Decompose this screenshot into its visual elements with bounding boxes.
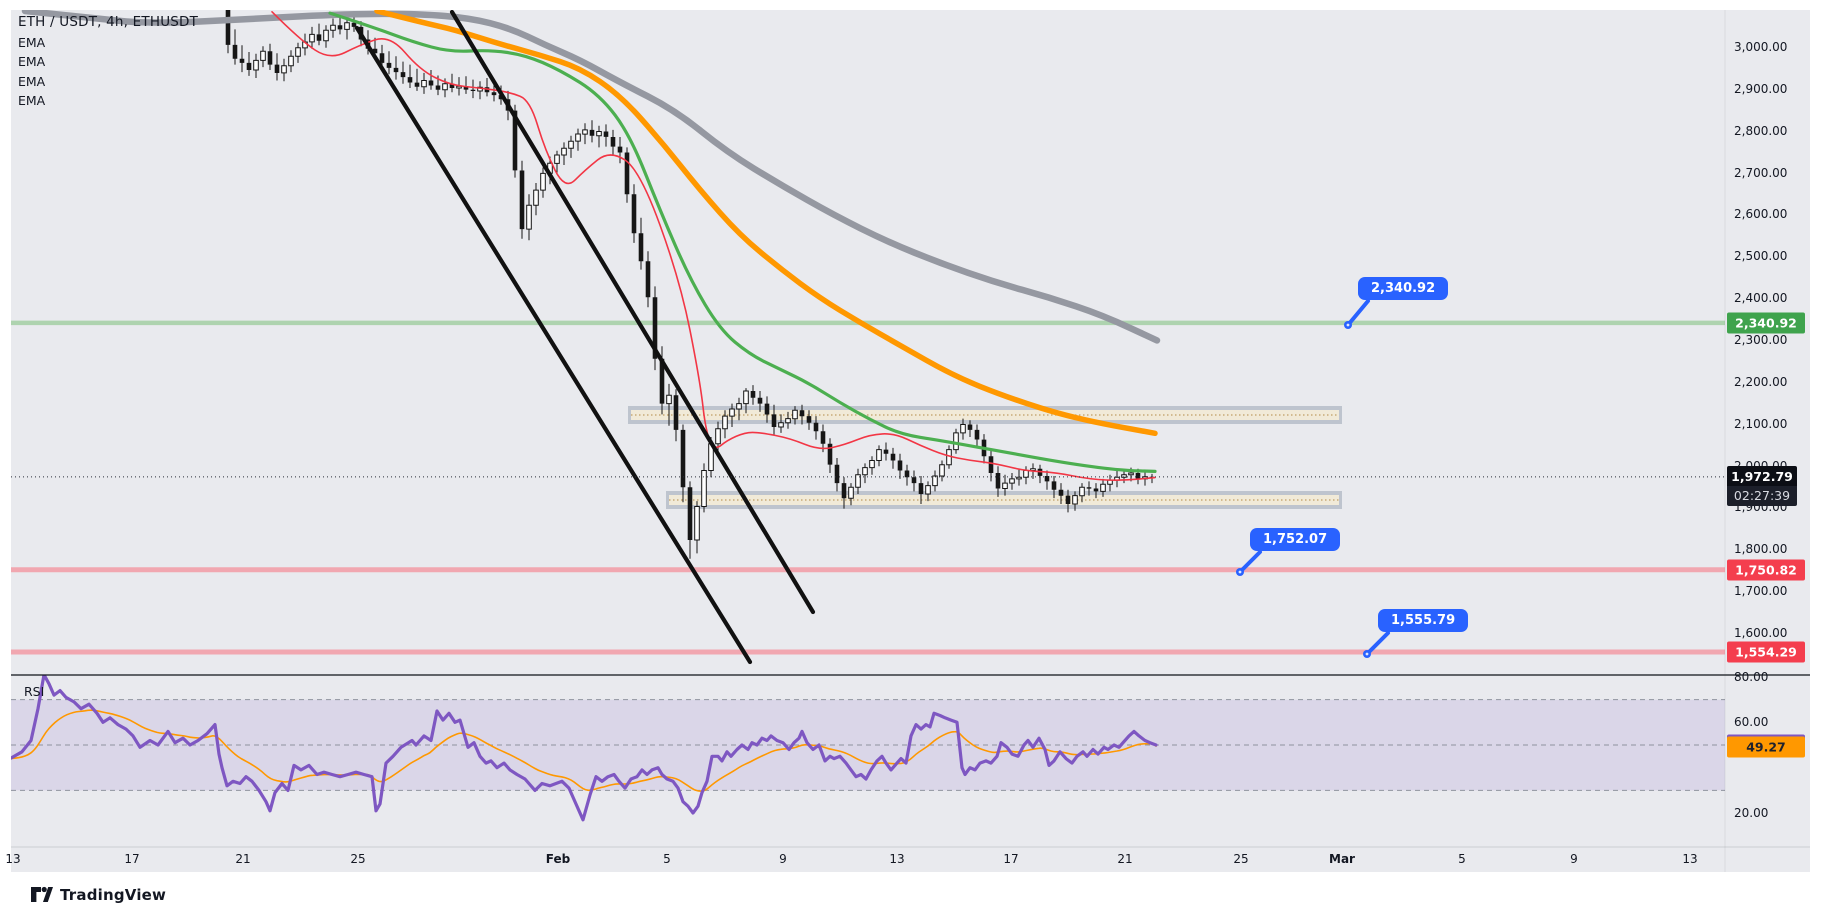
- indicator-label-ema-1[interactable]: EMA: [18, 34, 46, 50]
- time-axis-tick: 13: [1682, 852, 1698, 866]
- tradingview-watermark-text: TradingView: [60, 885, 167, 904]
- time-axis-tick: 13: [889, 852, 905, 866]
- price-level-badge: 1,554.29: [1727, 641, 1805, 663]
- callout-tail: [1365, 631, 1390, 656]
- ema_slow-line[interactable]: [374, 10, 1158, 437]
- price-callout-label[interactable]: 2,340.92: [1358, 277, 1449, 300]
- callout-anchor-dot-core: [1346, 323, 1350, 327]
- tradingview-watermark[interactable]: TradingView: [30, 884, 166, 905]
- rsi-line[interactable]: [10, 675, 1158, 822]
- price-axis-tick: 1,700.00: [1734, 584, 1788, 599]
- rsi-pane[interactable]: [10, 675, 1725, 822]
- ema_slowest-line[interactable]: [21, 10, 1161, 344]
- time-axis-tick: Feb: [545, 852, 571, 866]
- indicator-label-ema-2[interactable]: EMA: [18, 54, 46, 69]
- time-axis-tick: 17: [124, 852, 140, 866]
- price-level-badge: 1,750.82: [1727, 559, 1805, 581]
- price-level-badge: 2,340.92: [1727, 312, 1805, 334]
- price-callout-label[interactable]: 1,555.79: [1378, 609, 1469, 632]
- rsi-axis-tick: 60.00: [1734, 715, 1769, 730]
- time-axis-tick: 5: [663, 852, 671, 866]
- time-axis-tick: 21: [235, 852, 251, 866]
- last-price-value: 1,972.79: [1727, 465, 1797, 486]
- callout-anchor-dot-core: [1365, 652, 1369, 656]
- trendline-drawing[interactable]: [449, 10, 816, 615]
- indicator-label-ema-4[interactable]: EMA: [18, 93, 46, 108]
- bar-countdown: 02:27:39: [1727, 485, 1797, 506]
- time-axis-tick: 9: [1570, 852, 1578, 866]
- rectangle-drawing-fill: [669, 495, 1339, 505]
- time-axis-tick: 13: [5, 852, 21, 866]
- price-axis-tick: 2,900.00: [1734, 81, 1788, 96]
- time-axis-tick: 9: [779, 852, 787, 866]
- rectangle-drawing-fill: [631, 410, 1339, 420]
- time-axis-tick: 5: [1458, 852, 1466, 866]
- callout-anchor-dot-core: [1238, 570, 1242, 574]
- price-axis-tick: 2,500.00: [1734, 249, 1788, 264]
- time-axis-tick: 17: [1003, 852, 1019, 866]
- time-axis-tick: 25: [350, 852, 366, 866]
- tradingview-logo-icon: [31, 886, 53, 902]
- price-axis-tick: 1,800.00: [1734, 542, 1788, 557]
- symbol-legend[interactable]: ETH / USDT, 4h, ETHUSDT EMA EMA EMA EMA: [18, 14, 198, 108]
- symbol-title[interactable]: ETH / USDT, 4h, ETHUSDT: [18, 14, 199, 30]
- time-axis-tick: 21: [1117, 852, 1133, 866]
- rsi-value-badge: 49.27: [1727, 736, 1805, 758]
- callout-tail: [1238, 550, 1262, 574]
- price-axis-tick: 2,700.00: [1734, 165, 1788, 180]
- price-axis-tick: 1,600.00: [1734, 625, 1788, 640]
- price-axis-tick: 2,200.00: [1734, 374, 1788, 389]
- price-pane[interactable]: [11, 8, 1725, 665]
- time-axis-tick: 25: [1233, 852, 1249, 866]
- candles-up: [253, 22, 1148, 541]
- price-callout-label[interactable]: 1,752.07: [1250, 528, 1341, 551]
- rsi-signal-line[interactable]: [10, 709, 1157, 792]
- rsi-pane-label[interactable]: RSI: [24, 684, 45, 699]
- last-price-badge: 1,972.79 02:27:39: [1727, 465, 1797, 506]
- price-axis-tick: 2,800.00: [1734, 123, 1788, 138]
- price-axis-tick: 2,300.00: [1734, 332, 1788, 347]
- indicator-label-ema-3[interactable]: EMA: [18, 73, 46, 89]
- ema_mid-line[interactable]: [328, 11, 1157, 473]
- callout-tail: [1346, 299, 1370, 327]
- time-axis-tick: Mar: [1329, 852, 1355, 866]
- trendline-drawing[interactable]: [354, 25, 753, 665]
- rsi-axis-tick: 20.00: [1734, 806, 1769, 821]
- price-axis-tick: 2,600.00: [1734, 207, 1788, 222]
- price-axis-tick: 2,100.00: [1734, 416, 1788, 431]
- rsi-axis-tick: 80.00: [1734, 670, 1769, 684]
- price-axis-tick: 2,400.00: [1734, 291, 1788, 306]
- price-axis-tick: 3,000.00: [1734, 40, 1788, 54]
